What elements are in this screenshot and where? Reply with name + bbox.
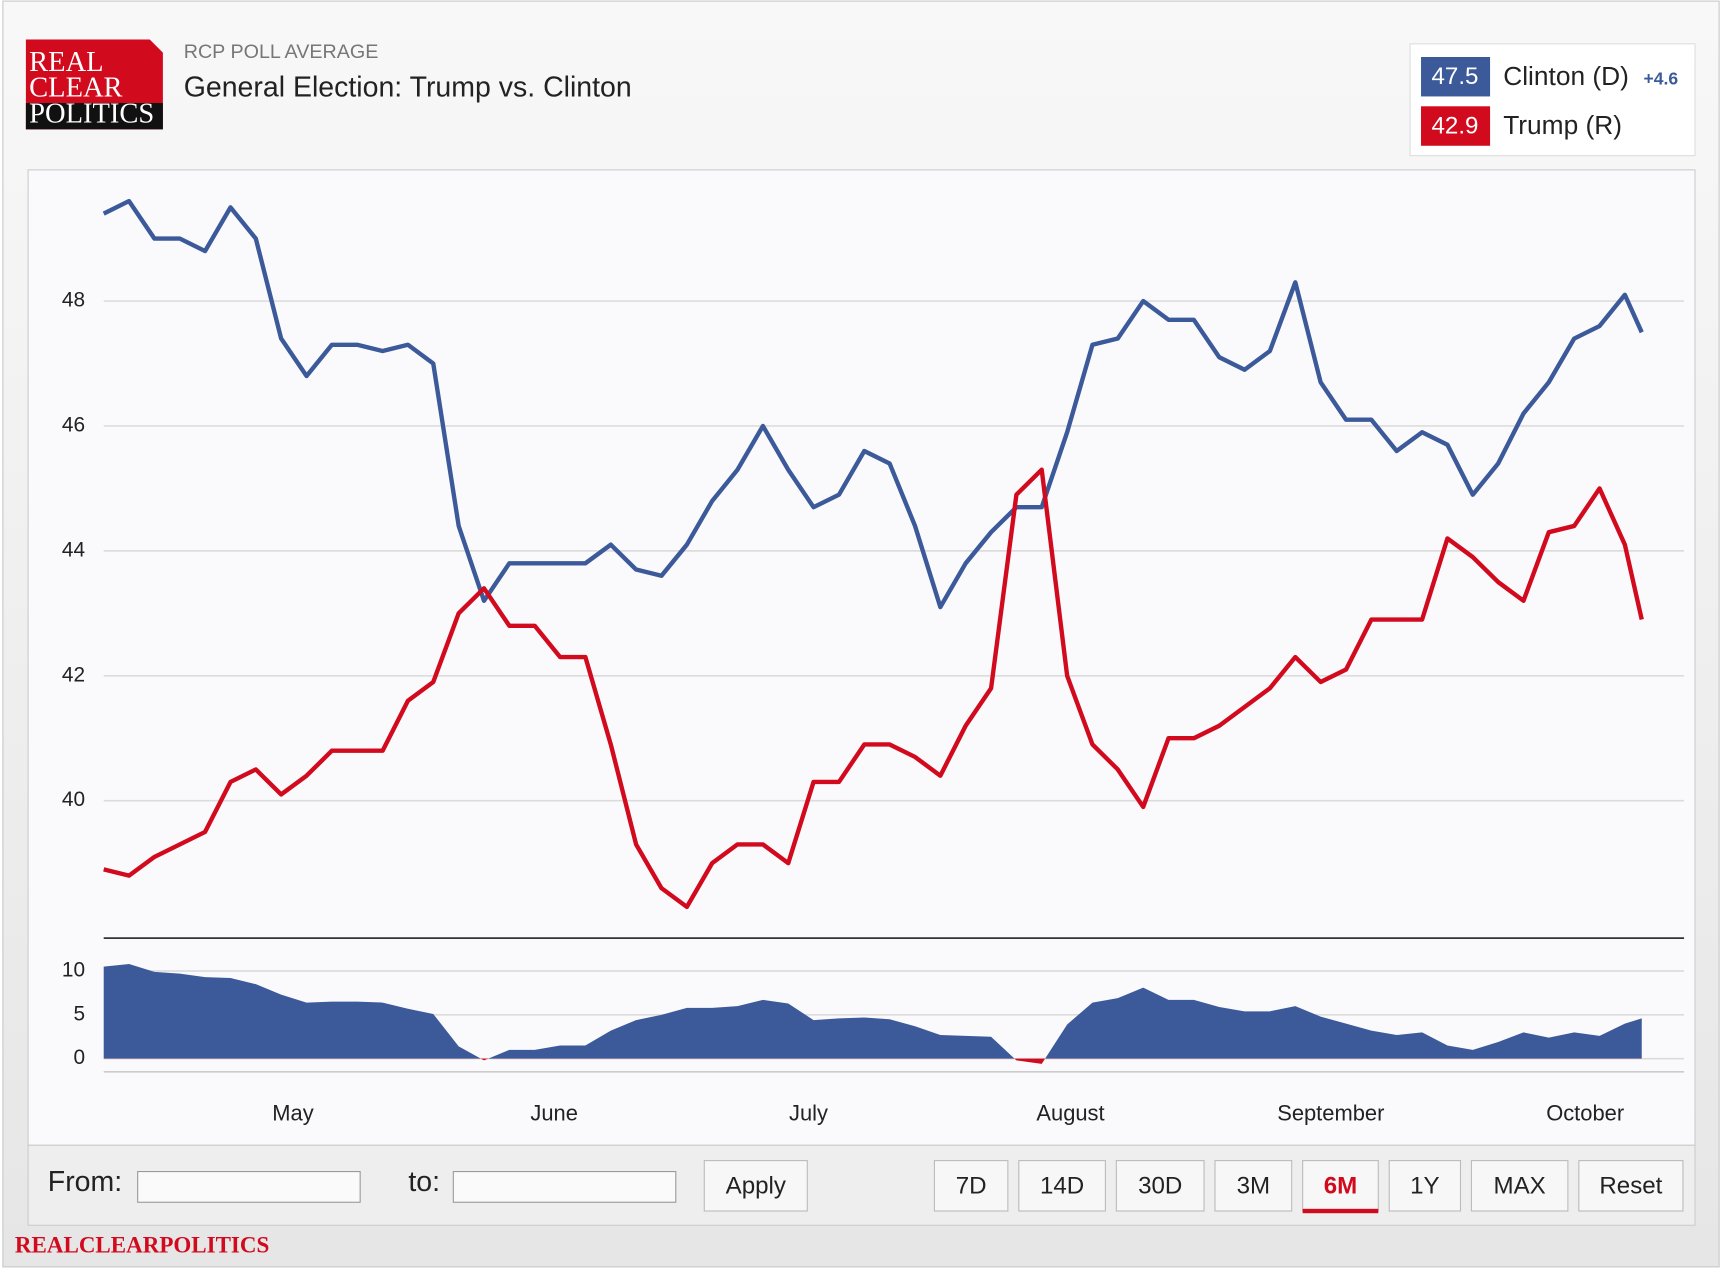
y-tick-label: 42 [62, 663, 85, 686]
y-tick-label: 10 [62, 959, 85, 982]
kicker: RCP POLL AVERAGE [184, 41, 379, 63]
range-button[interactable] [933, 1160, 1009, 1212]
series-line [102, 198, 1644, 610]
apply-button[interactable] [703, 1160, 808, 1212]
legend-label: Clinton (D) [1503, 61, 1629, 91]
x-tick-label: September [1277, 1100, 1384, 1125]
from-label: From: [48, 1166, 122, 1198]
range-label: 14D [1040, 1172, 1084, 1199]
legend-badge [1421, 106, 1491, 146]
from-input[interactable] [137, 1171, 361, 1203]
range-label: 7D [956, 1172, 987, 1199]
range-label: 1Y [1410, 1172, 1440, 1199]
range-button[interactable] [1302, 1160, 1379, 1212]
y-tick-label: 40 [62, 788, 85, 811]
legend-label: Trump (R) [1503, 110, 1622, 140]
y-tick-label: 46 [62, 413, 85, 436]
active-indicator [1302, 1208, 1379, 1214]
apply-label: Apply [726, 1172, 786, 1199]
range-button[interactable] [1388, 1160, 1462, 1212]
x-tick-label: May [272, 1100, 313, 1125]
footer: REALCLEARPOLITICS [15, 1231, 269, 1257]
logo-text: REAL [29, 47, 103, 78]
x-tick-label: June [530, 1100, 578, 1125]
y-tick-label: 44 [62, 538, 85, 561]
legend-spread: +4.6 [1643, 69, 1678, 89]
range-button[interactable] [1470, 1160, 1569, 1212]
y-tick-label: 48 [62, 289, 85, 312]
legend: 47.5 Clinton (D) +4.6 42.9 Trump (R) [1409, 43, 1696, 157]
plot-panel [27, 169, 1696, 1146]
x-tick-label: October [1546, 1100, 1624, 1125]
to-input[interactable] [452, 1171, 677, 1203]
range-label: 3M [1237, 1172, 1271, 1199]
range-button[interactable] [1578, 1160, 1684, 1212]
legend-badge [1421, 56, 1491, 97]
plots: 40 42 44 46 48 0 5 10 May June July August September… [62, 198, 1685, 1125]
series-line [103, 467, 1644, 910]
range-label: 6M [1324, 1172, 1358, 1199]
range-button[interactable] [1018, 1160, 1106, 1212]
range-label: 30D [1138, 1172, 1182, 1199]
x-tick-label: August [1036, 1100, 1104, 1125]
range-button[interactable] [1214, 1160, 1293, 1212]
to-label: to: [408, 1166, 440, 1198]
logo: REAL CLEAR POLITICS [25, 39, 163, 130]
range-label: MAX [1494, 1172, 1546, 1199]
spread-area [103, 963, 1642, 1064]
legend-value: 42.9 [1432, 113, 1479, 140]
logo-text: CLEAR [29, 72, 122, 103]
y-tick-label: 5 [73, 1002, 85, 1025]
x-tick-label: July [789, 1100, 828, 1125]
range-label: Reset [1599, 1172, 1662, 1199]
y-tick-label: 0 [73, 1046, 85, 1069]
range-buttons: 7D 14D 30D 3M 6M 1Y MAX Reset [933, 1160, 1684, 1214]
logo-text: POLITICS [29, 99, 154, 130]
range-button[interactable] [1115, 1160, 1205, 1212]
chart-title: General Election: Trump vs. Clinton [184, 71, 632, 103]
legend-value: 47.5 [1432, 63, 1479, 90]
